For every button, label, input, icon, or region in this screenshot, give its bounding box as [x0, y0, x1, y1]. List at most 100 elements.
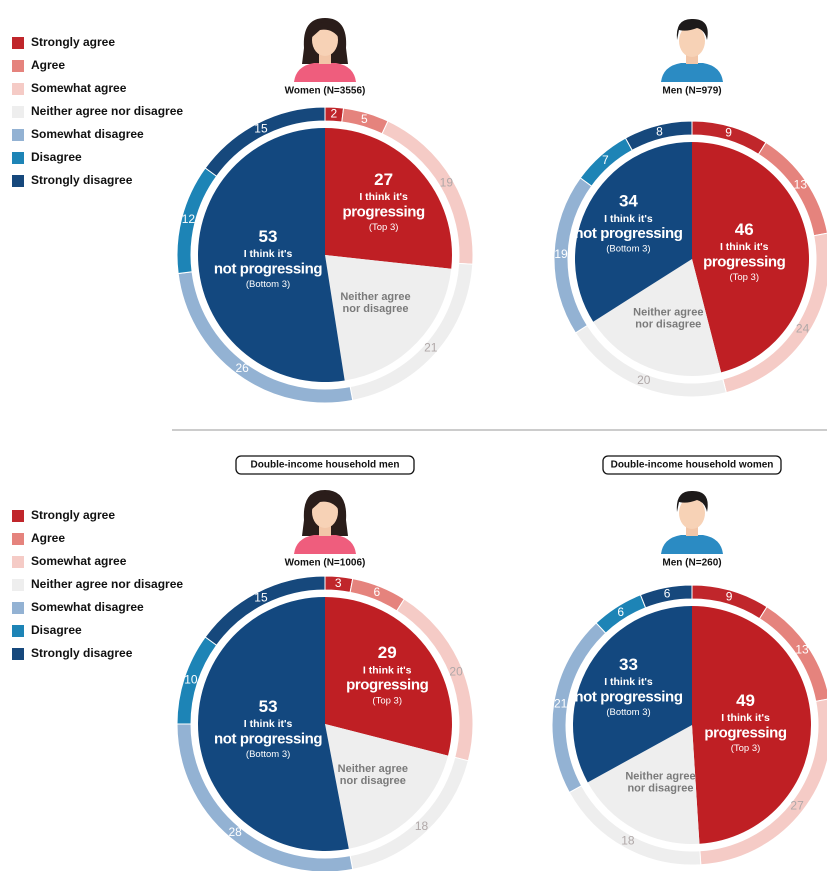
inner-neutral-label: nor disagree	[343, 303, 409, 315]
inner-note: (Bottom 3)	[606, 244, 650, 255]
inner-neutral-label: nor disagree	[340, 775, 406, 787]
legend-swatch	[12, 106, 24, 118]
chart-title: Women (N=3556)	[285, 86, 366, 97]
legend-label: Somewhat disagree	[31, 600, 144, 614]
woman-icon	[294, 490, 356, 554]
inner-neutral	[587, 725, 700, 844]
inner-value: 27	[374, 170, 393, 189]
ring-value-label: 27	[790, 799, 804, 813]
inner-note: (Top 3)	[731, 743, 761, 754]
inner-neutral	[593, 259, 722, 376]
inner-main: progressing	[346, 677, 429, 694]
legend-label: Somewhat agree	[31, 554, 127, 568]
inner-value: 33	[619, 655, 638, 674]
ring-value-label: 2	[331, 106, 338, 120]
ring-value-label: 18	[621, 834, 635, 848]
inner-main: not progressing	[574, 688, 682, 705]
inner-neutral-label: Neither agree	[340, 291, 410, 303]
legend-label: Strongly disagree	[31, 646, 133, 660]
inner-main: not progressing	[214, 730, 322, 747]
ring-value-label: 9	[726, 589, 733, 603]
legend-swatch	[12, 175, 24, 187]
inner-negative	[575, 142, 692, 322]
ring-value-label: 12	[182, 212, 196, 226]
inner-value: 34	[619, 192, 638, 211]
inner-main: not progressing	[574, 225, 682, 242]
ring-value-label: 15	[254, 122, 268, 136]
legend-label: Neither agree nor disagree	[31, 104, 183, 118]
inner-note: (Top 3)	[729, 272, 759, 283]
ring-value-label: 10	[184, 673, 198, 687]
inner-main: not progressing	[214, 260, 322, 277]
ring-value-label: 26	[235, 361, 249, 375]
inner-positive	[692, 142, 810, 373]
badge-label: Double-income household women	[611, 460, 774, 471]
legend-swatch	[12, 129, 24, 141]
inner-positive	[692, 606, 812, 844]
inner-note: (Top 3)	[369, 222, 399, 233]
legend-label: Agree	[31, 531, 65, 545]
legend-swatch	[12, 648, 24, 660]
inner-note: (Bottom 3)	[246, 279, 290, 290]
legend-swatch	[12, 533, 24, 545]
inner-value: 29	[378, 643, 397, 662]
legend-label: Disagree	[31, 150, 82, 164]
ring-value-label: 21	[424, 340, 438, 354]
legend-swatch	[12, 579, 24, 591]
legend-swatch	[12, 510, 24, 522]
inner-negative	[573, 606, 692, 783]
legend-label: Agree	[31, 58, 65, 72]
ring-segment	[204, 106, 326, 177]
legend-label: Strongly agree	[31, 35, 115, 49]
ring-value-label: 13	[795, 642, 809, 656]
ring-value-label: 20	[449, 664, 463, 678]
chart-title: Women (N=1006)	[285, 558, 366, 569]
legend-label: Somewhat agree	[31, 81, 127, 95]
inner-value: 49	[736, 691, 755, 710]
inner-lead: I think it's	[721, 712, 770, 724]
ring-segment	[204, 575, 326, 646]
legend-label: Neither agree nor disagree	[31, 577, 183, 591]
inner-neutral-label: Neither agree	[625, 770, 695, 782]
inner-negative	[197, 128, 345, 382]
ring-value-label: 9	[725, 125, 732, 139]
ring-value-label: 18	[415, 819, 429, 833]
inner-neutral-label: nor disagree	[627, 782, 693, 794]
badge-label: Double-income household men	[251, 460, 400, 471]
inner-negative	[197, 597, 349, 851]
inner-neutral-label: Neither agree	[633, 307, 703, 319]
inner-neutral-label: Neither agree	[338, 763, 408, 775]
inner-note: (Top 3)	[372, 695, 402, 706]
legend-swatch	[12, 602, 24, 614]
woman-icon	[294, 18, 356, 82]
inner-value: 46	[735, 220, 754, 239]
inner-lead: I think it's	[244, 718, 293, 730]
inner-positive	[325, 128, 452, 269]
ring-segment	[624, 120, 693, 152]
inner-main: progressing	[703, 253, 786, 270]
legend-label: Somewhat disagree	[31, 127, 144, 141]
inner-lead: I think it's	[363, 665, 412, 677]
legend-label: Strongly agree	[31, 508, 115, 522]
inner-positive	[325, 597, 452, 756]
ring-value-label: 5	[361, 112, 368, 126]
legend-swatch	[12, 83, 24, 95]
inner-note: (Bottom 3)	[246, 749, 290, 760]
inner-neutral-label: nor disagree	[635, 319, 701, 331]
ring-value-label: 13	[794, 178, 808, 192]
ring-value-label: 19	[440, 175, 454, 189]
legend-swatch	[12, 60, 24, 72]
inner-neutral	[325, 255, 452, 381]
ring-segment	[639, 584, 693, 609]
ring-value-label: 8	[656, 124, 663, 138]
inner-main: progressing	[342, 203, 425, 220]
inner-neutral	[325, 724, 449, 849]
legend-label: Strongly disagree	[31, 173, 133, 187]
inner-lead: I think it's	[604, 213, 653, 225]
ring-value-label: 28	[228, 825, 242, 839]
ring-value-label: 7	[602, 153, 609, 167]
chart-title: Men (N=979)	[662, 86, 721, 97]
inner-note: (Bottom 3)	[606, 707, 650, 718]
ring-value-label: 24	[796, 321, 810, 335]
